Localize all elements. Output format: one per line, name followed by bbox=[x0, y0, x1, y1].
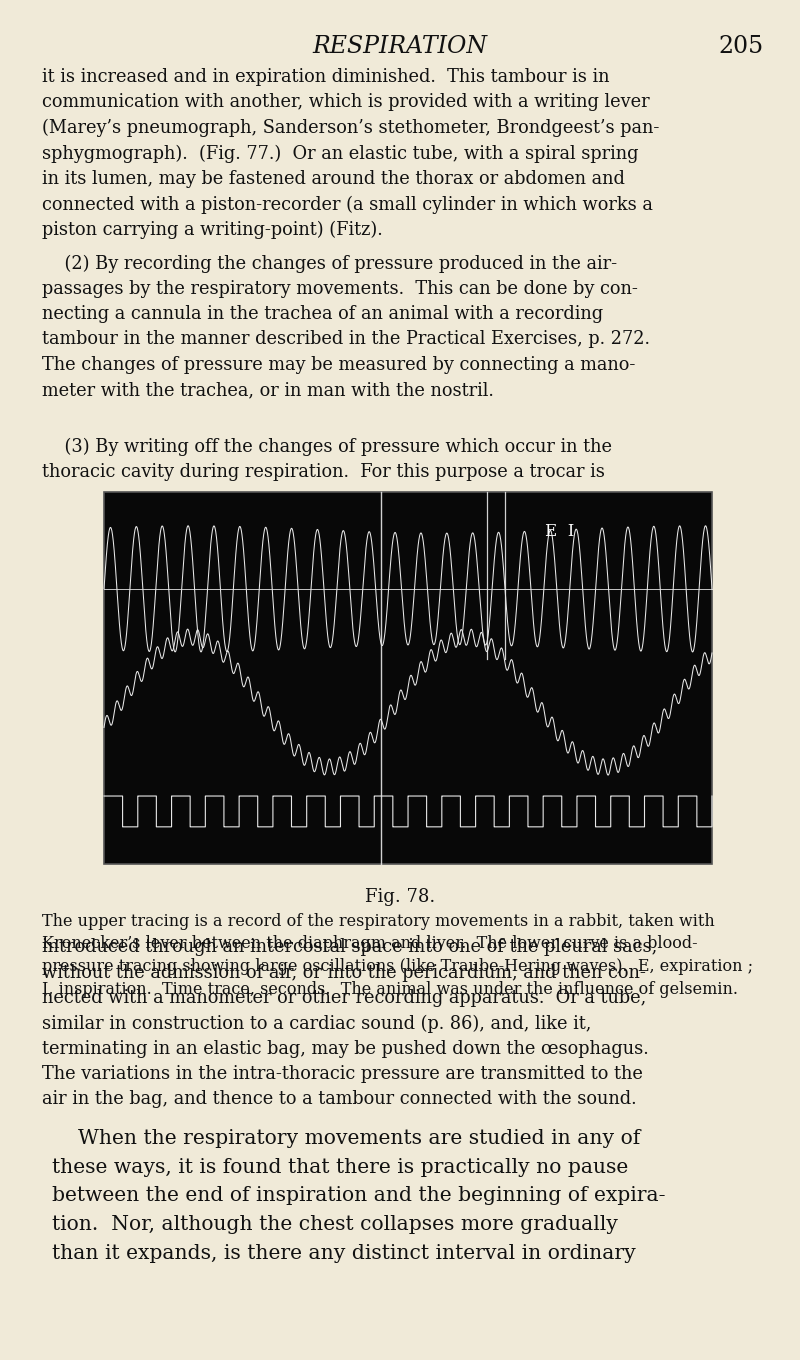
Text: When the respiratory movements are studied in any of
these ways, it is found tha: When the respiratory movements are studi… bbox=[52, 1129, 666, 1263]
Text: it is increased and in expiration diminished.  This tambour is in
communication : it is increased and in expiration dimini… bbox=[42, 68, 659, 239]
Text: The upper tracing is a record of the respiratory movements in a rabbit, taken wi: The upper tracing is a record of the res… bbox=[42, 913, 753, 998]
Text: (3) By writing off the changes of pressure which occur in the
thoracic cavity du: (3) By writing off the changes of pressu… bbox=[42, 438, 612, 481]
Text: 205: 205 bbox=[719, 35, 764, 58]
Text: E  I: E I bbox=[545, 522, 574, 540]
Bar bbox=[104, 492, 712, 864]
Text: (2) By recording the changes of pressure produced in the air-
passages by the re: (2) By recording the changes of pressure… bbox=[42, 254, 650, 398]
Text: Fig. 78.: Fig. 78. bbox=[365, 888, 435, 906]
Text: RESPIRATION: RESPIRATION bbox=[313, 35, 487, 58]
Text: introduced through an intercostal space into one of the pleural sacs,
without th: introduced through an intercostal space … bbox=[42, 938, 657, 1108]
